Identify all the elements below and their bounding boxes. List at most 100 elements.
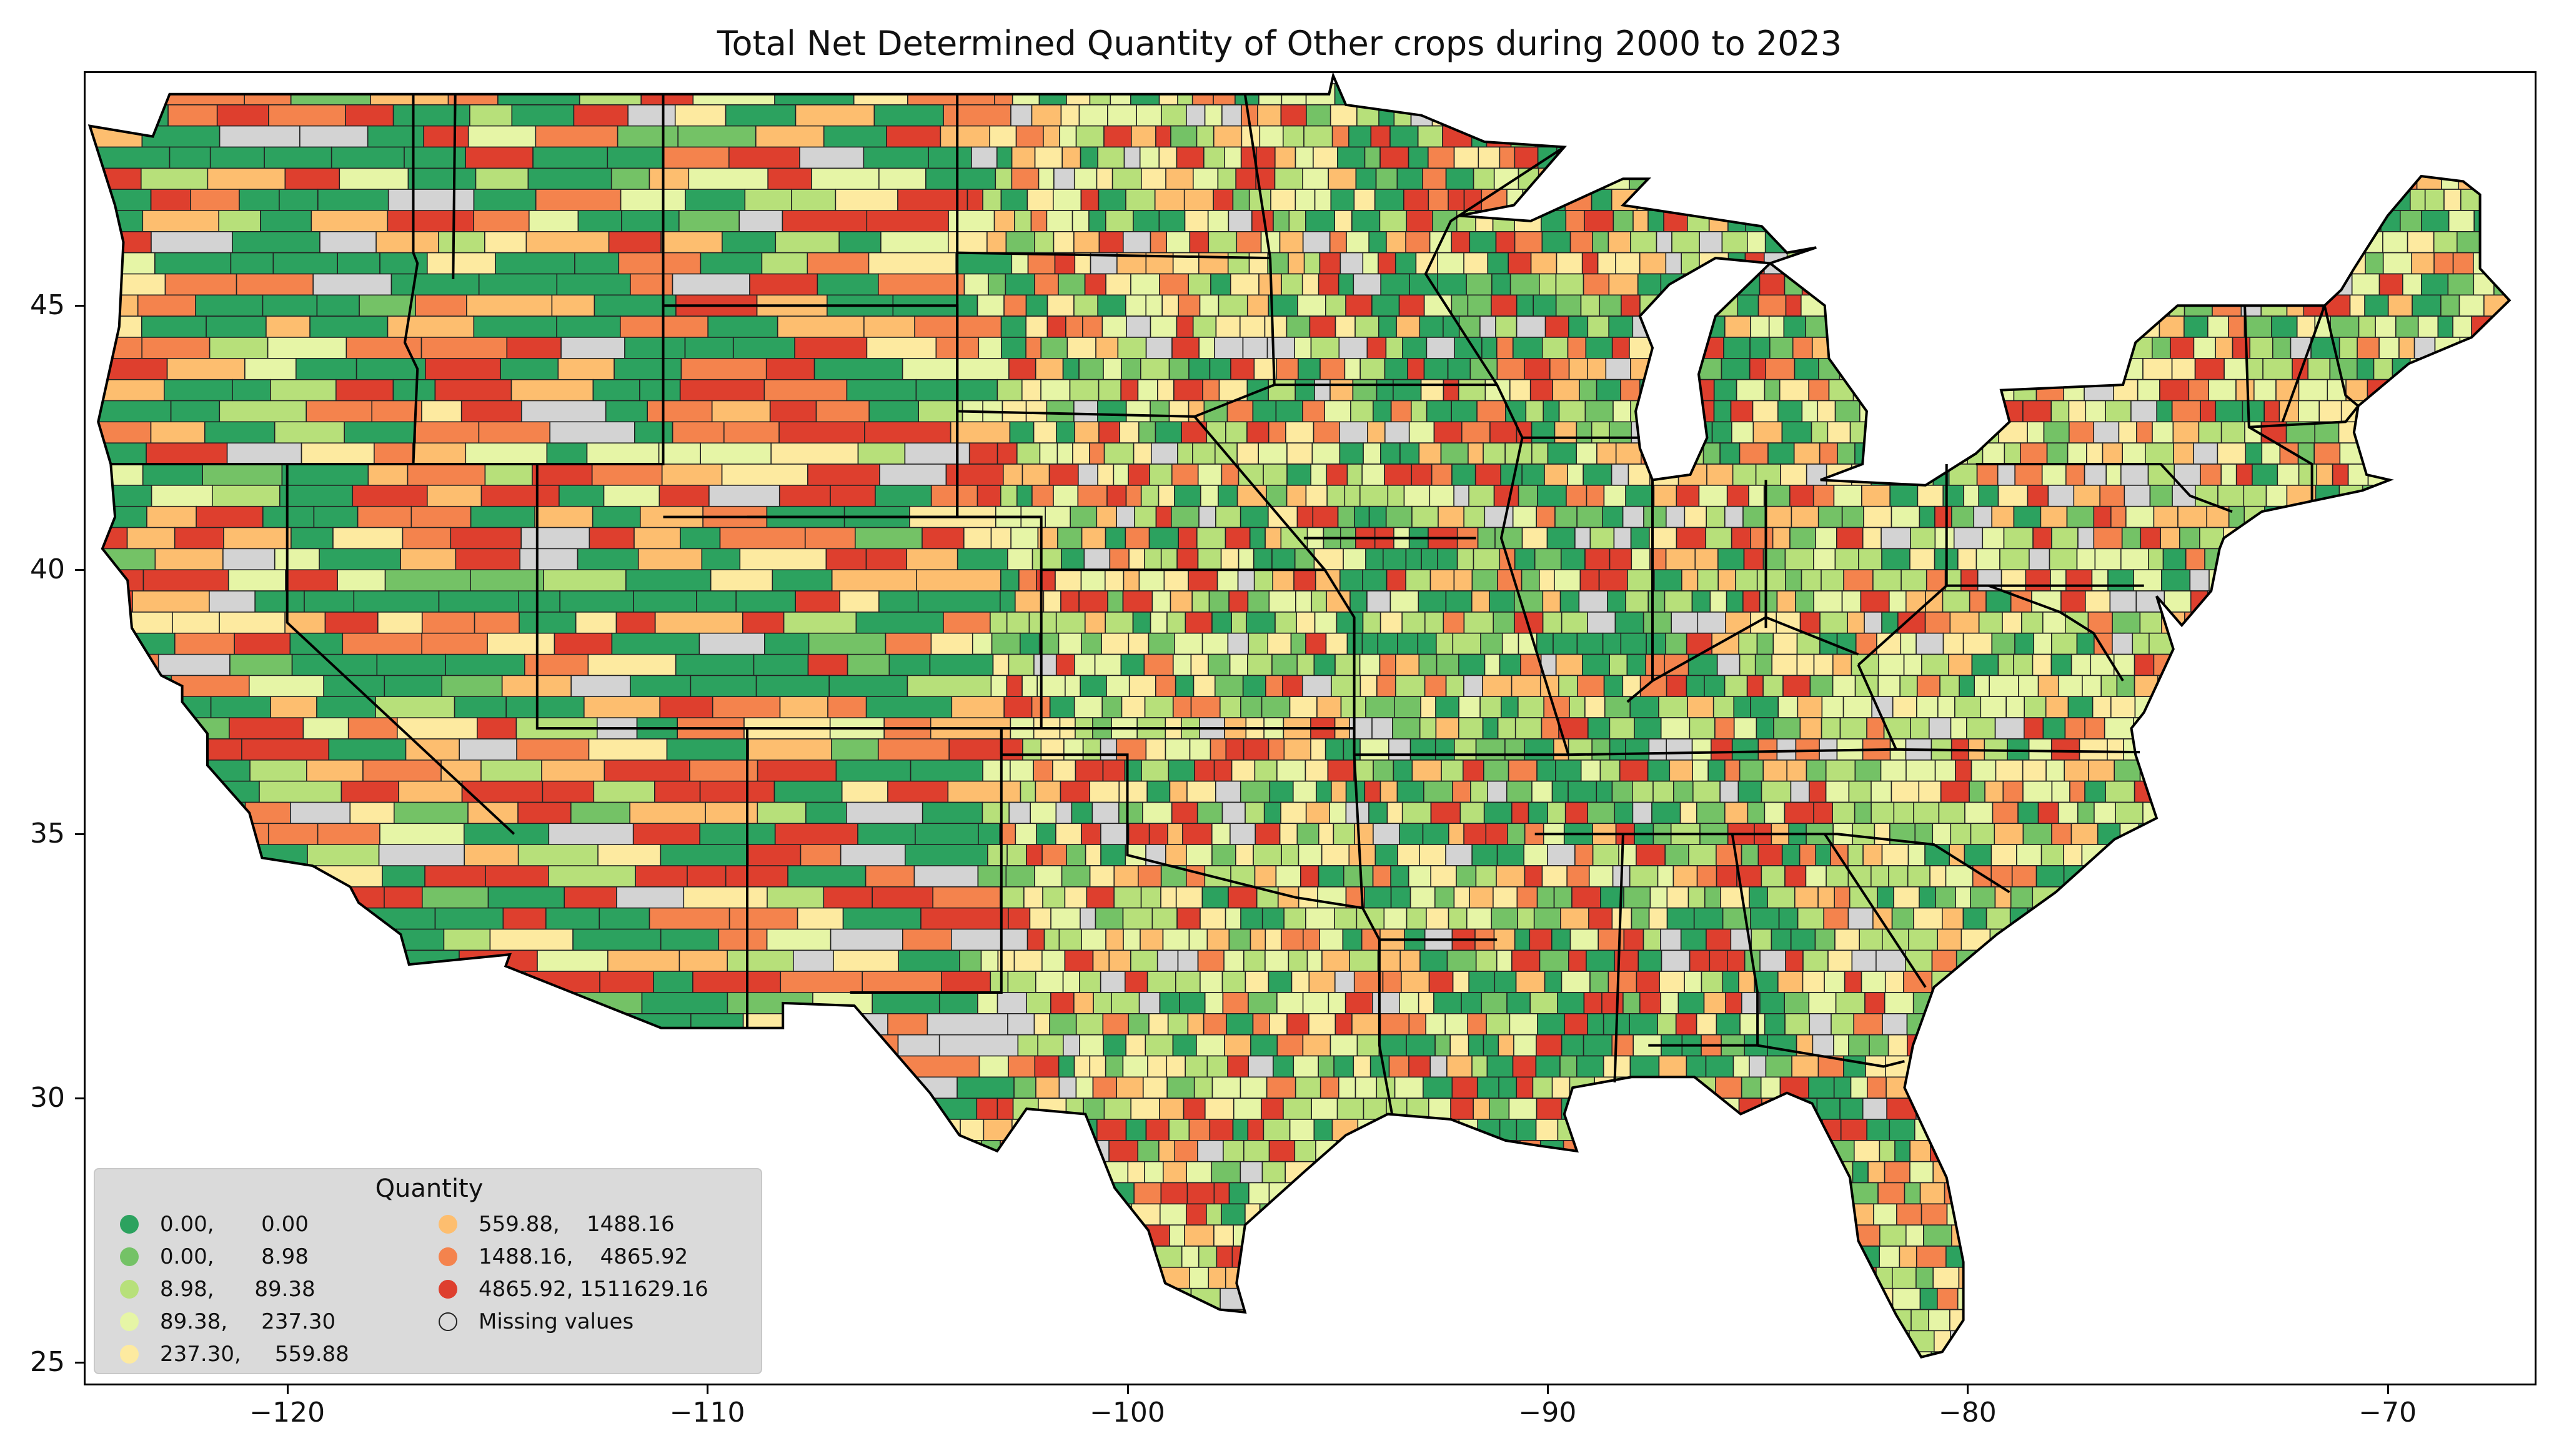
county-region — [1698, 1161, 1714, 1184]
county-region — [2296, 315, 2315, 338]
county-region — [89, 907, 147, 956]
county-region — [1496, 337, 1514, 359]
county-region — [2155, 992, 2175, 1014]
county-region — [2318, 146, 2344, 169]
county-region — [2057, 801, 2079, 825]
county-region — [1925, 569, 1946, 592]
county-region — [898, 1119, 961, 1167]
county-region — [2297, 928, 2320, 951]
county-region — [236, 844, 308, 893]
county-region — [2437, 844, 2463, 866]
county-region — [1580, 294, 1601, 317]
county-region — [354, 1097, 431, 1147]
county-region — [1601, 992, 1624, 1014]
county-region — [1603, 675, 1624, 698]
county-region — [2057, 1309, 2080, 1332]
county-region — [1351, 1182, 1367, 1205]
county-region — [2205, 167, 2230, 190]
county-region — [572, 1076, 647, 1126]
county-region — [2185, 1140, 2201, 1162]
county-region — [2079, 1309, 2099, 1332]
county-region — [1422, 167, 1447, 190]
county-region — [2349, 294, 2365, 317]
county-region — [1761, 865, 1786, 888]
county-region — [1881, 548, 1911, 571]
county-region — [2041, 294, 2063, 317]
county-region — [2021, 210, 2050, 232]
county-region — [1342, 928, 1363, 951]
county-region — [1917, 442, 1945, 465]
county-region — [1157, 379, 1175, 402]
county-region — [2077, 1203, 2095, 1226]
county-region — [1752, 421, 1783, 443]
county-region — [2448, 527, 2468, 550]
county-region — [1484, 83, 1501, 106]
county-region — [1215, 675, 1244, 698]
county-region — [1033, 760, 1053, 782]
county-region — [2051, 780, 2070, 803]
county-region — [1907, 844, 1925, 866]
county-region — [1193, 167, 1219, 190]
county-region — [2007, 738, 2030, 761]
county-region — [1132, 612, 1151, 634]
county-region — [1248, 252, 1269, 275]
county-region — [1120, 653, 1145, 676]
county-region — [1261, 907, 1284, 930]
county-region — [2245, 104, 2261, 127]
county-region — [1371, 717, 1393, 740]
county-region — [2172, 421, 2200, 443]
county-region — [1649, 886, 1668, 909]
county-region — [2071, 83, 2092, 106]
county-region — [236, 1013, 286, 1062]
county-region — [1448, 189, 1465, 211]
county-region — [1045, 505, 1071, 528]
county-region — [1419, 315, 1444, 338]
county-region — [1025, 400, 1048, 423]
county-region — [1167, 1013, 1189, 1036]
county-region — [1367, 1287, 1397, 1310]
county-region — [2428, 1034, 2447, 1057]
county-region — [143, 865, 215, 914]
county-region — [1917, 485, 1944, 507]
county-region — [1233, 1097, 1262, 1120]
county-region — [1877, 231, 1896, 254]
county-region — [1046, 400, 1075, 423]
county-region — [1140, 928, 1164, 951]
county-region — [1923, 1224, 1952, 1247]
county-region — [1254, 760, 1278, 782]
county-region — [2387, 294, 2413, 317]
county-region — [2298, 400, 2320, 423]
county-region — [1035, 1140, 1058, 1162]
county-region — [1622, 1224, 1644, 1247]
county-region — [2336, 801, 2360, 825]
county-region — [1909, 1140, 1931, 1162]
county-region — [1103, 442, 1135, 465]
county-region — [1276, 992, 1304, 1014]
county-region — [2382, 717, 2400, 740]
county-region — [2503, 653, 2510, 676]
county-region — [2475, 485, 2500, 507]
county-region — [2372, 104, 2393, 127]
county-region — [790, 1267, 874, 1315]
county-region — [1268, 971, 1293, 993]
county-region — [512, 1013, 567, 1062]
county-region — [1128, 632, 1150, 655]
county-region — [2334, 527, 2358, 550]
county-region — [1080, 189, 1100, 211]
county-region — [1803, 167, 1827, 190]
county-region — [1849, 886, 1878, 909]
county-region — [2086, 442, 2104, 465]
county-region — [2291, 992, 2315, 1014]
county-region — [1283, 1097, 1313, 1120]
county-region — [1866, 717, 1885, 740]
county-region — [1765, 1055, 1792, 1078]
county-region — [2282, 590, 2307, 613]
county-region — [2082, 949, 2100, 972]
county-region — [1386, 801, 1403, 825]
county-region — [2109, 590, 2137, 613]
county-region — [1862, 527, 1882, 550]
county-region — [1138, 992, 1161, 1014]
county-region — [1501, 632, 1519, 655]
county-region — [1542, 590, 1561, 613]
county-region — [1781, 844, 1801, 866]
